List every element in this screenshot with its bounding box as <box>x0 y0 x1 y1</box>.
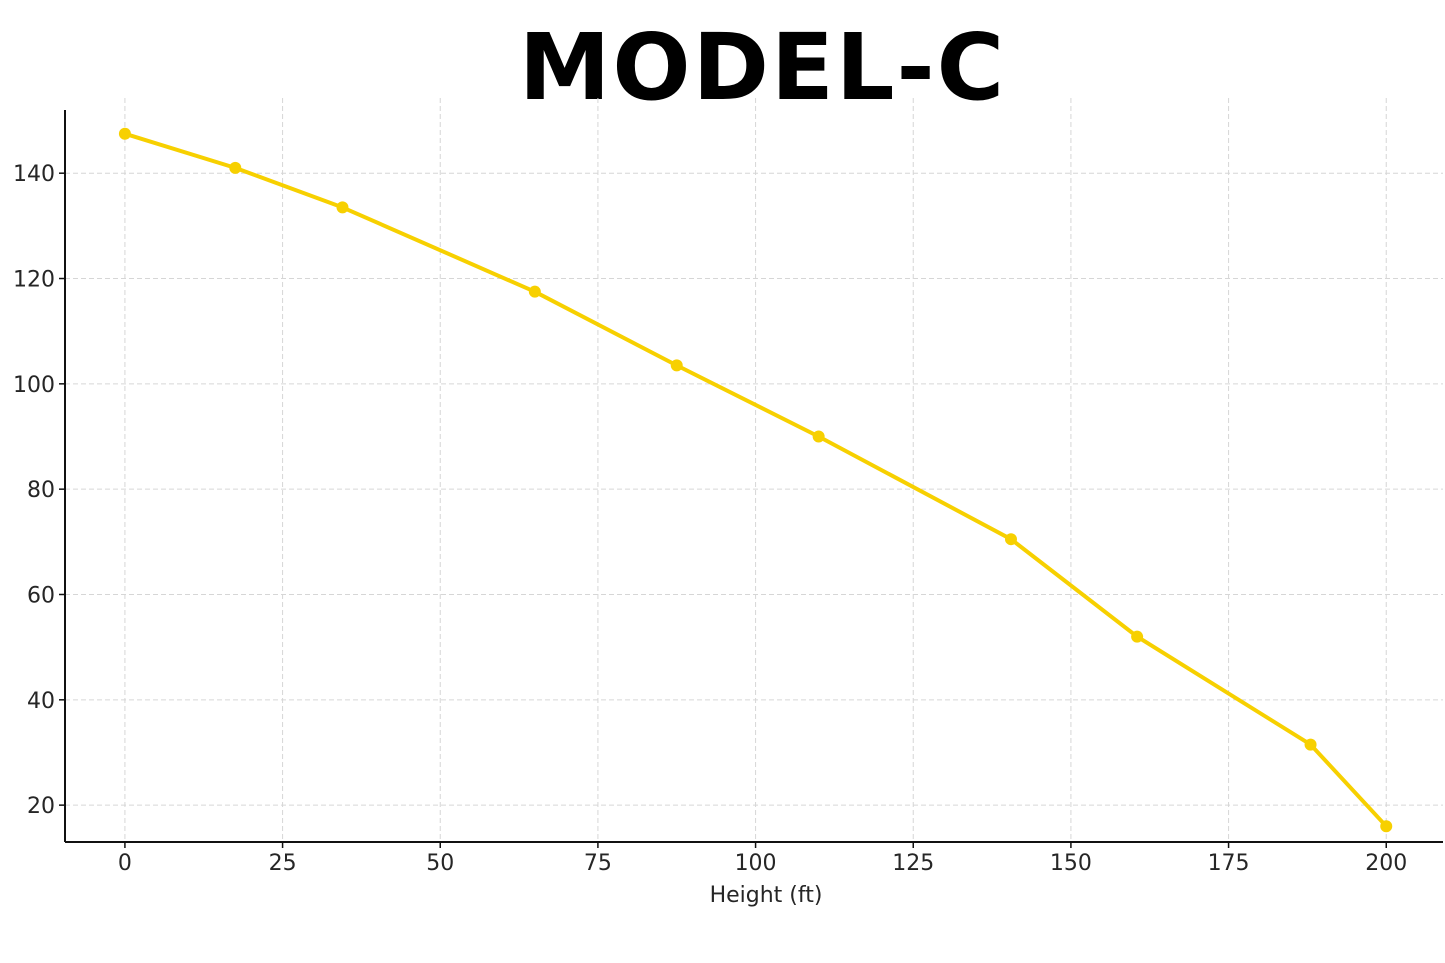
data-point <box>118 127 131 140</box>
y-tick-label: 100 <box>13 373 55 398</box>
x-axis-title: Height (ft) <box>710 883 823 908</box>
x-tick-label: 175 <box>1208 851 1250 876</box>
data-point <box>528 285 541 298</box>
y-tick-label: 20 <box>27 794 55 819</box>
axes <box>64 110 1443 843</box>
x-tick-label: 75 <box>584 851 612 876</box>
data-point <box>1304 738 1317 751</box>
x-tick-label: 150 <box>1050 851 1092 876</box>
data-point <box>1004 533 1017 546</box>
y-tick-label: 140 <box>13 162 55 187</box>
y-tick-label: 120 <box>13 268 55 293</box>
tick-labels: 0 25 50 75 100 125 150 175 200 20 40 60 80 100 120 140 <box>13 162 1407 876</box>
chart-title: MODEL-C <box>518 14 1007 121</box>
y-tick-label: 80 <box>27 478 55 503</box>
x-tick-label: 100 <box>735 851 777 876</box>
x-tick-label: 25 <box>269 851 297 876</box>
x-tick-label: 200 <box>1365 851 1407 876</box>
data-point <box>229 161 242 174</box>
x-tick-label: 50 <box>426 851 454 876</box>
y-tick-label: 40 <box>27 689 55 714</box>
data-point <box>336 201 349 214</box>
grid <box>65 98 1443 842</box>
x-tick-label: 125 <box>892 851 934 876</box>
series-line <box>122 131 1389 829</box>
data-point <box>1380 820 1393 833</box>
data-point <box>1131 630 1144 643</box>
y-tick-label: 60 <box>27 583 55 608</box>
x-tick-label: 0 <box>118 851 132 876</box>
series <box>118 127 1393 833</box>
data-point <box>670 359 683 372</box>
data-point <box>812 430 825 443</box>
